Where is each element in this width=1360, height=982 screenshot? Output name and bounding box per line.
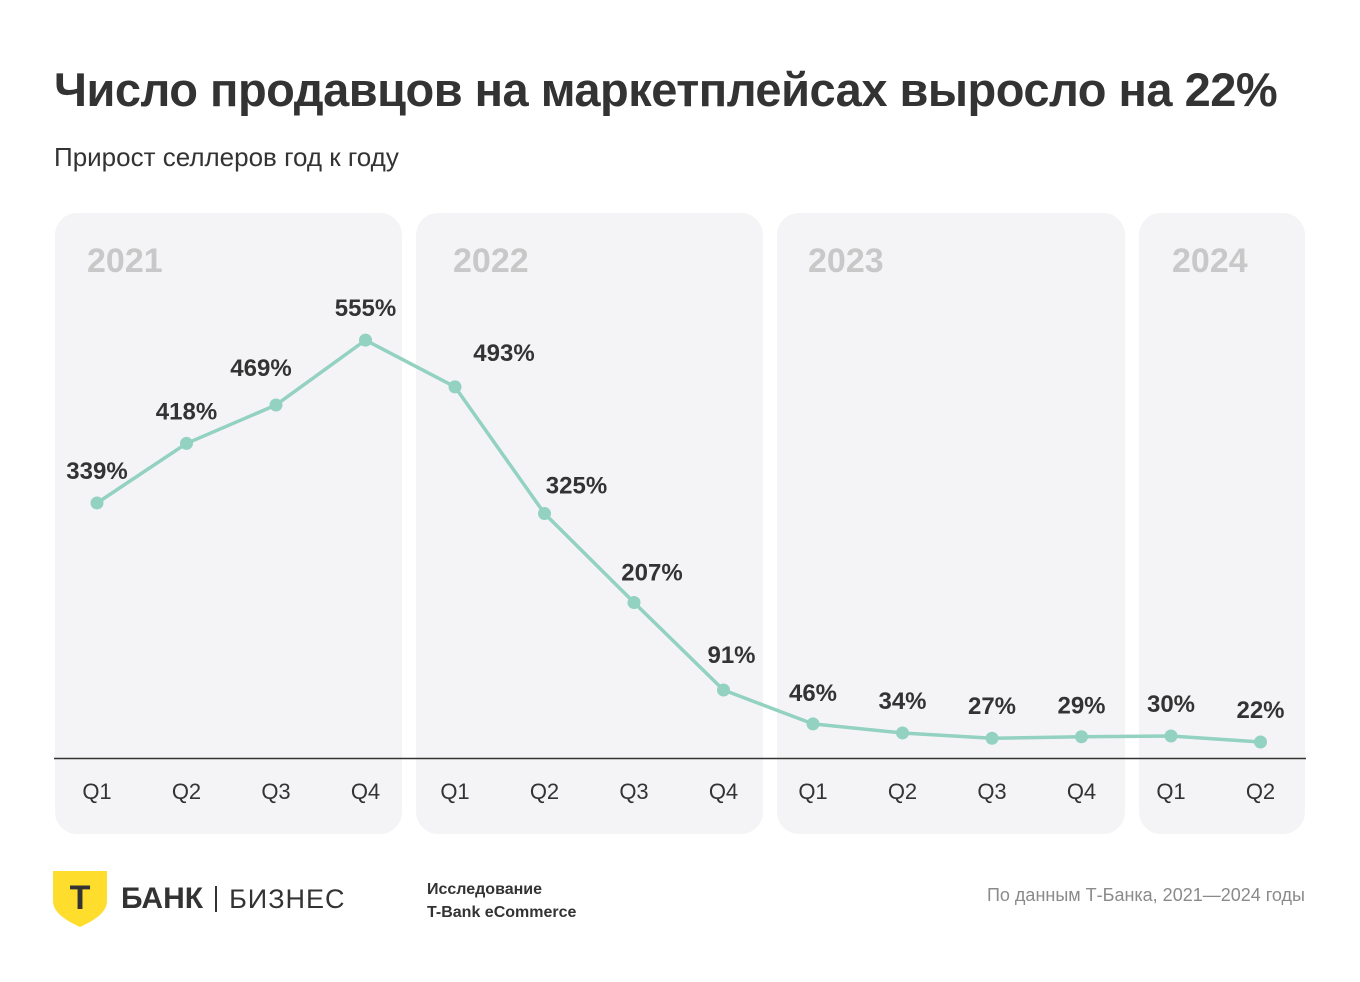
year-label: 2024 <box>1172 242 1248 280</box>
data-label: 339% <box>66 458 127 485</box>
data-point <box>1075 730 1088 744</box>
data-point <box>269 398 283 412</box>
x-tick-label: Q2 <box>172 779 201 804</box>
logo-brand: БАНК <box>121 882 204 915</box>
x-tick-label: Q1 <box>1156 779 1185 804</box>
x-tick-label: Q4 <box>709 779 738 804</box>
data-point <box>717 683 730 697</box>
year-panel-2021 <box>55 213 402 834</box>
data-label: 22% <box>1236 697 1284 724</box>
study-line-1: Исследование <box>427 881 542 898</box>
data-point <box>180 436 193 450</box>
year-label: 2021 <box>87 242 163 280</box>
study-line-2: T-Bank eCommerce <box>427 904 577 921</box>
data-label: 493% <box>473 340 534 367</box>
year-panel-2024 <box>1139 213 1305 834</box>
logo-separator <box>215 886 218 912</box>
data-label: 555% <box>335 295 396 322</box>
study-note: Исследование T-Bank eCommerce <box>427 878 576 924</box>
year-panel-2022 <box>416 213 763 834</box>
data-point <box>538 507 551 521</box>
logo-brand-sub: БИЗНЕС <box>229 883 346 914</box>
chart-subtitle: Прирост селлеров год к году <box>54 142 399 172</box>
data-point <box>448 380 462 394</box>
x-tick-label: Q3 <box>619 779 648 804</box>
data-point <box>359 333 372 347</box>
line-chart: 2021 Q1 Q2 Q3 Q4 2022 Q1 Q2 Q3 Q4 2023 Q1 Q2 Q3 Q4 2024… <box>54 213 1306 834</box>
series-line <box>96 338 1261 744</box>
x-tick-label: Q1 <box>798 779 827 804</box>
data-point <box>1254 735 1267 749</box>
tbank-shield-icon: Т <box>53 871 107 927</box>
data-point <box>896 726 909 740</box>
chart-title: Число продавцов на маркетплейсах выросло… <box>54 63 1278 116</box>
data-point <box>806 717 820 731</box>
x-tick-label: Q4 <box>1067 779 1096 804</box>
year-label: 2023 <box>808 242 884 280</box>
data-label: 325% <box>546 473 607 500</box>
data-label: 207% <box>621 560 682 587</box>
data-label: 91% <box>707 642 755 669</box>
x-tick-label: Q1 <box>82 779 111 804</box>
data-label: 27% <box>968 693 1016 720</box>
source-note: По данным Т-Банка, 2021—2024 годы <box>986 885 1305 905</box>
data-label: 30% <box>1147 691 1195 718</box>
data-label: 29% <box>1057 693 1105 720</box>
x-tick-label: Q1 <box>440 779 469 804</box>
data-point <box>90 496 104 510</box>
data-label: 34% <box>878 688 926 715</box>
data-point <box>1164 729 1178 743</box>
x-tick-label: Q4 <box>351 779 380 804</box>
data-label: 46% <box>789 680 837 707</box>
x-tick-label: Q3 <box>261 779 290 804</box>
year-panel-2023 <box>777 213 1125 834</box>
data-label: 469% <box>230 355 291 382</box>
tbank-business-logo: Т БАНК БИЗНЕС <box>53 871 346 927</box>
data-label: 418% <box>156 398 217 425</box>
x-tick-label: Q2 <box>1246 779 1275 804</box>
data-point <box>627 596 641 610</box>
logo-letter: Т <box>70 879 91 917</box>
x-tick-label: Q2 <box>530 779 559 804</box>
data-point <box>985 731 999 745</box>
x-tick-label: Q3 <box>977 779 1006 804</box>
x-tick-label: Q2 <box>888 779 917 804</box>
year-label: 2022 <box>453 242 529 280</box>
